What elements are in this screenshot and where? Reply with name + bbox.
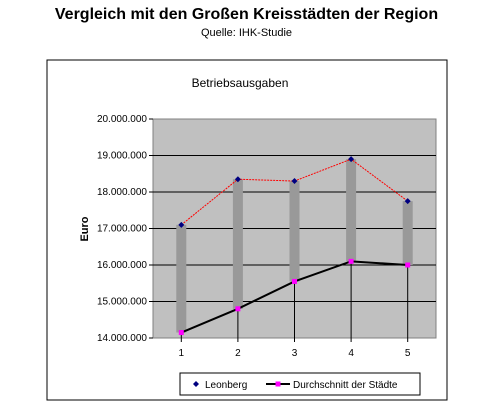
legend-label-durchschnitt: Durchschnitt der Städte	[293, 380, 398, 391]
legend: Leonberg Durchschnitt der Städte	[193, 380, 398, 391]
y-axis-label: Euro	[79, 216, 91, 241]
x-tick-label: 1	[179, 348, 185, 359]
x-tick-label: 3	[292, 348, 298, 359]
x-tick-label: 4	[348, 348, 354, 359]
point-durchschnitt	[178, 330, 184, 336]
y-tick-label: 17.000.000	[97, 224, 147, 235]
y-tick-label: 14.000.000	[97, 333, 147, 344]
point-leonberg	[234, 176, 241, 183]
legend-box	[179, 372, 421, 396]
page-title: Vergleich mit den Großen Kreisstädten de…	[54, 6, 439, 23]
page-subtitle: Quelle: IHK-Studie	[200, 27, 293, 39]
point-leonberg	[348, 156, 355, 163]
hi-lo-bar	[289, 181, 300, 282]
point-durchschnitt	[235, 306, 241, 312]
y-tick-label: 16.000.000	[97, 260, 147, 271]
hi-lo-bars	[176, 159, 413, 338]
hi-lo-bar	[176, 224, 187, 333]
point-leonberg	[291, 178, 298, 185]
chart-title: Betriebsausgaben	[192, 76, 289, 90]
point-leonberg	[404, 198, 411, 205]
x-tick-label: 5	[405, 348, 411, 359]
x-axis: 1 2 3 4 5	[179, 338, 411, 359]
y-tick-label: 19.000.000	[97, 151, 147, 162]
point-leonberg	[178, 221, 185, 228]
legend-marker-leonberg	[193, 381, 199, 387]
y-axis: 14.000.000 15.000.000 16.000.000 17.000.000…	[97, 114, 153, 344]
point-durchschnitt	[405, 262, 411, 268]
series-markers	[178, 156, 411, 336]
hi-lo-bar	[402, 201, 413, 265]
legend-marker-durchschnitt	[275, 381, 281, 387]
x-tick-label: 2	[235, 348, 241, 359]
y-tick-label: 18.000.000	[97, 187, 147, 198]
y-tick-label: 15.000.000	[97, 297, 147, 308]
hi-lo-bar	[232, 179, 243, 309]
y-tick-label: 20.000.000	[97, 114, 147, 125]
point-durchschnitt	[292, 278, 297, 284]
legend-label-leonberg: Leonberg	[205, 380, 247, 391]
hi-lo-bar	[346, 159, 357, 262]
point-durchschnitt	[348, 258, 354, 264]
